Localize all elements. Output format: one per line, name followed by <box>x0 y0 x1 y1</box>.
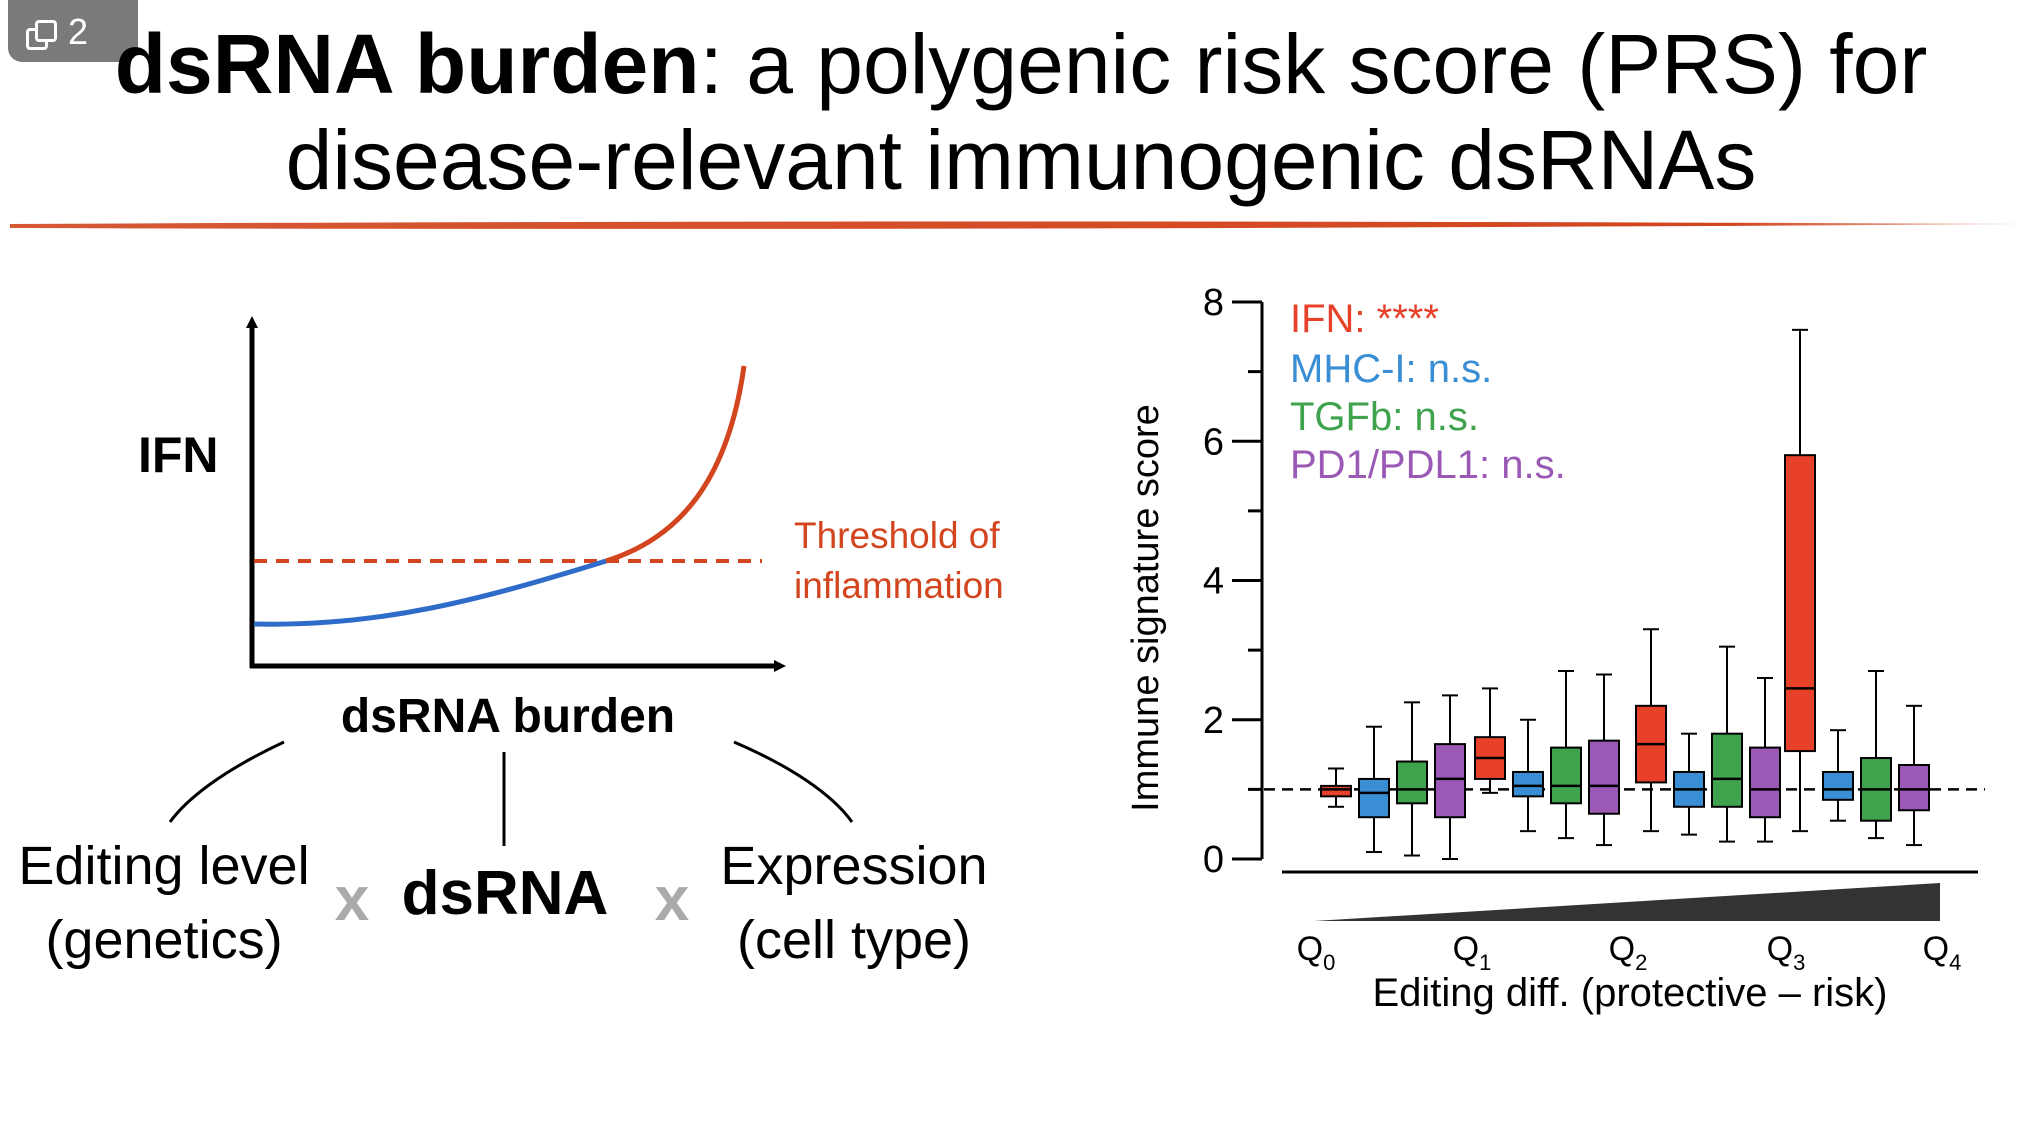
legend-entry-ifn: IFN: **** <box>1290 297 1439 341</box>
box-mhc-i <box>1358 777 1390 819</box>
box-pd1-pdl1 <box>1749 746 1781 819</box>
threshold-label-line2: inflammation <box>794 565 1004 606</box>
factor-cell-type: (cell type) <box>737 910 971 970</box>
legend-entry-mhc-i: MHC-I: n.s. <box>1290 347 1492 391</box>
legend-entry-pd1-pdl1: PD1/PDL1: n.s. <box>1290 443 1566 487</box>
multiply-sign-1: x <box>335 865 370 934</box>
chart-x-label: Editing diff. (protective – risk) <box>1372 971 1887 1015</box>
chart-y-label: Immune signature score <box>1125 404 1167 812</box>
box-mhc-i <box>1822 770 1854 801</box>
title-divider <box>10 221 2040 229</box>
slide-title-line2: disease-relevant immunogenic dsRNAs <box>285 113 1757 207</box>
burden-curve-red <box>605 365 747 564</box>
box-ifn <box>1784 454 1816 753</box>
title-rest: : a polygenic risk score (PRS) for <box>699 17 1928 111</box>
factor-dsrna: dsRNA <box>402 859 609 928</box>
y-axis-label-ifn: IFN <box>138 427 219 483</box>
box-tgfb <box>1396 760 1428 805</box>
threshold-label-line1: Threshold of <box>794 515 1000 556</box>
factor-editing-level: Editing level <box>18 836 309 896</box>
y-tick-label: 2 <box>1203 700 1224 742</box>
slide-counter-badge[interactable]: 2 <box>8 0 138 62</box>
box-ifn <box>1320 784 1352 798</box>
slide-title-line1: dsRNA burden: a polygenic risk score (PR… <box>0 16 2042 112</box>
box-mhc-i <box>1512 770 1544 798</box>
y-tick-label: 6 <box>1203 421 1224 463</box>
y-tick-label: 8 <box>1203 282 1224 324</box>
x-axis-label-dsrna-burden: dsRNA burden <box>341 690 675 743</box>
box-pd1-pdl1 <box>1898 764 1930 812</box>
box-tgfb <box>1550 746 1582 805</box>
factor-expression: Expression <box>720 836 987 896</box>
editing-gradient-wedge <box>1314 883 1940 921</box>
factor-genetics: (genetics) <box>45 910 282 970</box>
x-quantile-label: Q4 <box>1923 930 1962 975</box>
burden-curve-blue <box>253 558 607 627</box>
title-bold: dsRNA burden <box>114 17 700 111</box>
box-pd1-pdl1 <box>1434 743 1466 819</box>
y-tick-label: 4 <box>1203 561 1224 603</box>
box-tgfb <box>1711 732 1743 808</box>
y-tick-label: 0 <box>1203 839 1224 881</box>
multiply-sign-2: x <box>655 865 690 934</box>
branch-left <box>168 740 285 823</box>
slides-icon <box>26 20 57 50</box>
box-pd1-pdl1 <box>1588 739 1620 815</box>
left-diagram: IFN Threshold of inflammation dsRNA burd… <box>18 316 1004 970</box>
x-quantile-label: Q3 <box>1767 930 1806 975</box>
x-quantile-label: Q0 <box>1297 930 1336 975</box>
branch-right <box>733 740 854 823</box>
x-quantile-label: Q2 <box>1609 930 1648 975</box>
x-quantile-label: Q1 <box>1453 930 1492 975</box>
slide-count: 2 <box>68 11 89 52</box>
legend-entry-tgfb: TGFb: n.s. <box>1290 395 1479 439</box>
boxplot-chart: Immune signature score Editing diff. (pr… <box>1125 282 1985 1015</box>
